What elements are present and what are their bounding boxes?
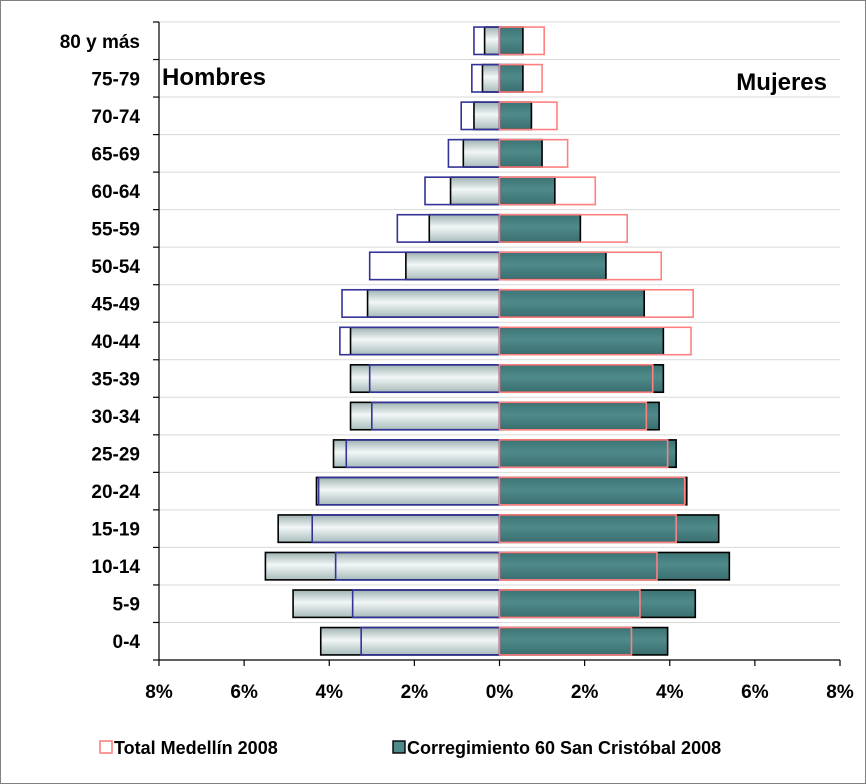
bar-women-60-64 — [498, 176, 556, 206]
bar-men-0-4 — [319, 626, 501, 656]
bar-women-35-39 — [498, 364, 665, 394]
bar-men-50-54 — [405, 251, 501, 281]
outline-women-60-64 — [498, 176, 597, 206]
outline-women-80-y-más — [498, 26, 545, 56]
x-tick-label: 8% — [826, 682, 854, 703]
bar-men-40-44 — [349, 326, 501, 356]
category-label: 0-4 — [113, 632, 141, 653]
bar-women-30-34 — [498, 401, 660, 431]
bar-women-80-y-más — [498, 26, 524, 56]
labels: 0-4 5-9 10-14 15-19 20-24 25-29 30-34 35-39 40-4… — [60, 32, 854, 703]
x-tick-label: 8% — [145, 682, 173, 703]
outline-women-5-9 — [498, 589, 641, 619]
bar-men-55-59 — [428, 213, 501, 243]
bar-women-75-79 — [498, 63, 524, 93]
x-tick-label: 2% — [571, 682, 599, 703]
outline-women-75-79 — [498, 63, 543, 93]
bar-women-40-44 — [498, 326, 665, 356]
bars — [264, 26, 731, 656]
category-label: 10-14 — [91, 557, 140, 578]
outline-women-35-39 — [498, 364, 654, 394]
category-label: 65-69 — [91, 144, 140, 165]
bar-men-35-39 — [349, 364, 501, 394]
category-label: 15-19 — [91, 520, 140, 541]
bar-men-80-y-más — [483, 26, 501, 56]
category-label: 80 y más — [60, 32, 140, 53]
bar-women-10-14 — [498, 551, 731, 581]
category-label: 50-54 — [91, 257, 140, 278]
outline-women-30-34 — [498, 401, 648, 431]
bar-men-45-49 — [366, 288, 501, 318]
bar-men-65-69 — [462, 138, 501, 168]
category-label: 60-64 — [91, 182, 140, 203]
outline-women-20-24 — [498, 476, 686, 506]
legend-swatch-san-cristobal — [392, 740, 406, 754]
bar-men-15-19 — [277, 514, 501, 544]
category-label: 20-24 — [91, 482, 140, 503]
x-tick-label: 2% — [401, 682, 429, 703]
bar-men-10-14 — [264, 551, 501, 581]
outline-women-70-74 — [498, 101, 558, 131]
legend-label-total-medellin: Total Medellín 2008 — [114, 738, 278, 758]
x-tick-label: 4% — [316, 682, 344, 703]
legend-swatch-total-medellin — [99, 740, 113, 754]
outline-women-25-29 — [498, 439, 669, 469]
outline-women-50-54 — [498, 251, 663, 281]
legend-label-san-cristobal: Corregimiento 60 San Cristóbal 2008 — [407, 738, 721, 758]
bar-women-0-4 — [498, 626, 669, 656]
side-label-left: Hombres — [162, 64, 266, 91]
side-label-right: Mujeres — [736, 69, 827, 96]
bar-men-75-79 — [481, 63, 501, 93]
category-label: 70-74 — [91, 107, 140, 128]
outline-women-15-19 — [498, 514, 677, 544]
bar-women-50-54 — [498, 251, 607, 281]
outline-women-55-59 — [498, 213, 628, 243]
bar-women-55-59 — [498, 213, 582, 243]
outline-women-40-44 — [498, 326, 692, 356]
bar-women-20-24 — [498, 476, 688, 506]
bar-women-5-9 — [498, 589, 697, 619]
bar-men-5-9 — [292, 589, 501, 619]
bar-women-70-74 — [498, 101, 533, 131]
category-label: 25-29 — [91, 445, 140, 466]
bar-men-70-74 — [473, 101, 501, 131]
category-label: 35-39 — [91, 370, 140, 391]
bar-women-15-19 — [498, 514, 720, 544]
bar-men-20-24 — [315, 476, 501, 506]
axes — [153, 21, 841, 666]
outline-women-45-49 — [498, 288, 694, 318]
x-tick-label: 6% — [230, 682, 258, 703]
x-tick-label: 4% — [656, 682, 684, 703]
category-label: 45-49 — [91, 294, 140, 315]
outline-women-0-4 — [498, 626, 633, 656]
category-label: 5-9 — [113, 595, 140, 616]
category-label: 75-79 — [91, 69, 140, 90]
bar-men-60-64 — [449, 176, 501, 206]
x-tick-label: 0% — [486, 682, 514, 703]
x-tick-label: 6% — [741, 682, 769, 703]
bar-men-25-29 — [332, 439, 501, 469]
category-label: 30-34 — [91, 407, 140, 428]
outline-women-65-69 — [498, 138, 569, 168]
category-label: 40-44 — [91, 332, 140, 353]
outline-women-10-14 — [498, 551, 658, 581]
bar-women-25-29 — [498, 439, 677, 469]
category-label: 55-59 — [91, 219, 140, 240]
bar-men-30-34 — [349, 401, 501, 431]
bar-women-65-69 — [498, 138, 543, 168]
bar-women-45-49 — [498, 288, 646, 318]
legend: Total Medellín 2008 Corregimiento 60 San … — [99, 738, 721, 758]
